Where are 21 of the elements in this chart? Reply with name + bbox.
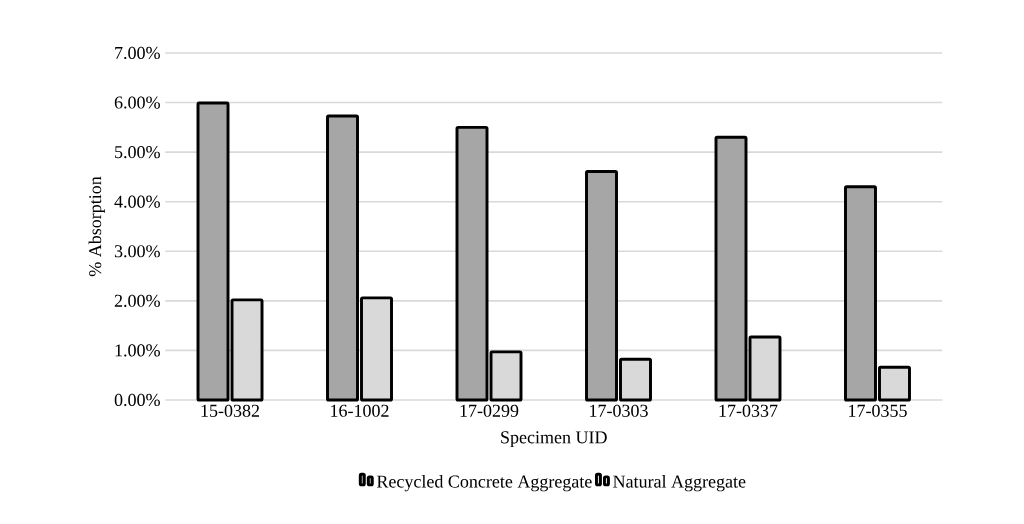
y-axis-title: % Absorption [88, 176, 105, 277]
x-tick-label: 17-0355 [849, 404, 907, 417]
y-tick-label: 5.00% [115, 146, 160, 159]
y-tick-label: 3.00% [114, 245, 160, 258]
y-tick-label: 0.00% [114, 393, 160, 407]
bar [455, 125, 489, 402]
y-tick-label: 1.00% [115, 344, 160, 357]
x-tick-label: 17-0299 [460, 404, 519, 417]
bar [196, 101, 230, 402]
bar [714, 135, 748, 402]
x-tick-label: 17-0303 [590, 404, 648, 417]
x-axis-title: Specimen UID [501, 431, 607, 448]
y-tick-label: 4.00% [114, 195, 160, 208]
x-tick-label: 15-0382 [201, 404, 260, 417]
y-tick-label: 7.00% [115, 46, 160, 60]
legend-label: Natural Aggregate [613, 474, 746, 492]
x-tick-label: 16-1002 [331, 404, 389, 417]
legend-label: Recycled Concrete Aggregate [376, 474, 592, 492]
y-tick-label: 2.00% [114, 294, 160, 307]
x-tick-label: 17-0337 [719, 404, 778, 417]
y-tick-label: 6.00% [114, 96, 160, 109]
